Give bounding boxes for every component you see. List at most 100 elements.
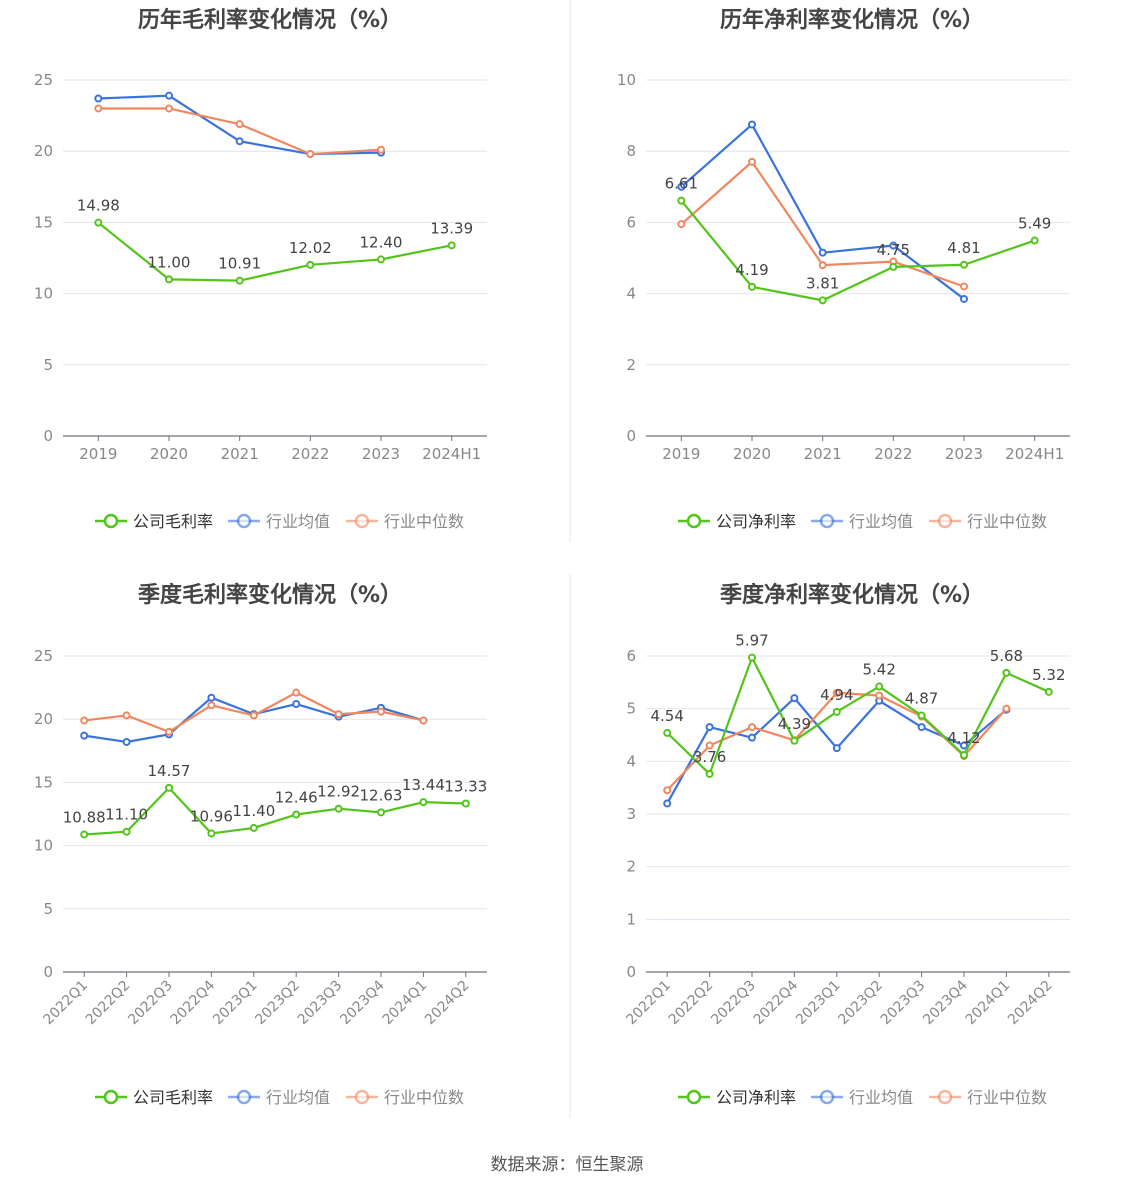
data-label: 12.63 — [360, 786, 403, 804]
legend-swatch-marker — [236, 1089, 252, 1105]
data-point-company — [677, 196, 686, 205]
legend-swatch-marker — [937, 1089, 953, 1105]
data-source: 数据来源：恒生聚源 — [490, 1155, 644, 1175]
data-label: 14.57 — [148, 762, 191, 780]
x-tick-label: 2024Q2 — [422, 978, 473, 1029]
legend-swatch-marker — [937, 513, 953, 529]
data-point-median — [705, 741, 714, 750]
y-tick-label: 0 — [626, 427, 636, 445]
y-tick-label: 6 — [626, 647, 636, 665]
data-point-company — [461, 799, 470, 808]
chart-panel-2: 历年净利率变化情况（%） 0 2 4 6 8 10 2019 2020 2021 2022 2023 2… — [617, 7, 1070, 531]
data-label: 4.39 — [778, 715, 811, 733]
x-tick-label: 2024Q1 — [380, 978, 431, 1029]
x-tick-label: 2022Q2 — [666, 978, 717, 1029]
legend-item: 行业中位数 — [346, 512, 464, 531]
data-point-company — [790, 736, 799, 745]
x-tick-label: 2022Q4 — [751, 977, 802, 1028]
data-point-company — [748, 282, 756, 291]
data-label: 4.19 — [735, 261, 768, 279]
data-label: 4.12 — [947, 729, 980, 747]
data-point-avg — [889, 241, 898, 250]
data-label: 10.96 — [190, 807, 233, 825]
x-tick-label: 2023Q4 — [337, 977, 388, 1028]
data-point-company — [165, 275, 173, 284]
legend-label: 公司净利率 — [716, 1088, 796, 1107]
data-point-median — [292, 688, 301, 697]
x-tick-label: 2023Q1 — [210, 978, 261, 1029]
data-label: 5.97 — [735, 632, 768, 650]
legend-swatch-marker — [354, 1089, 370, 1105]
y-tick-label: 4 — [626, 752, 636, 770]
data-point-company — [1002, 668, 1011, 677]
chart-panel-4: 季度净利率变化情况（%）01234562022Q12022Q22022Q3202… — [623, 582, 1070, 1107]
legend-label: 行业均值 — [266, 512, 330, 531]
data-point-company — [235, 276, 244, 285]
data-label: 12.02 — [289, 239, 332, 257]
legend-label: 行业均值 — [849, 512, 913, 531]
chart-title: 季度毛利率变化情况（%） — [138, 582, 402, 608]
y-tick-label: 15 — [34, 773, 53, 791]
data-point-median — [960, 282, 968, 291]
data-point-median — [748, 723, 756, 732]
data-point-avg — [165, 91, 173, 100]
data-point-avg — [122, 737, 131, 746]
data-label: 14.98 — [77, 197, 120, 215]
data-label: 11.40 — [232, 802, 275, 820]
legend-swatch-marker — [236, 513, 252, 529]
data-label: 5.42 — [862, 661, 895, 679]
y-tick-label: 4 — [626, 285, 636, 303]
legend-swatch-marker — [354, 513, 370, 529]
y-tick-label: 20 — [34, 710, 53, 728]
data-point-company — [960, 260, 968, 269]
x-tick-label: 2019 — [79, 445, 117, 463]
data-label: 10.88 — [63, 808, 106, 826]
x-tick-label: 2022Q1 — [40, 978, 91, 1029]
x-tick-label: 2022Q2 — [83, 978, 134, 1029]
series-line-company — [84, 786, 466, 836]
y-tick-label: 10 — [34, 285, 53, 303]
data-point-avg — [790, 694, 799, 703]
data-label: 4.54 — [650, 707, 683, 725]
legend: 公司毛利率 行业均值 行业中位数 — [95, 512, 464, 531]
data-point-median — [875, 691, 884, 700]
x-tick-label: 2023 — [362, 445, 400, 463]
x-tick-label: 2023 — [945, 445, 983, 463]
chart-panel-1: 历年毛利率变化情况（%） 0 5 10 15 20 25 2019 2020 2021 2022 20… — [34, 7, 487, 531]
data-point-company — [80, 830, 89, 839]
legend-label: 行业均值 — [849, 1088, 913, 1107]
y-tick-label: 2 — [626, 858, 636, 876]
data-point-company — [419, 798, 428, 807]
data-point-company — [663, 728, 672, 737]
x-tick-label: 2024Q2 — [1005, 978, 1056, 1029]
x-tick-label: 2023Q3 — [878, 978, 929, 1029]
x-tick-label: 2023Q3 — [295, 978, 346, 1029]
y-tick-label: 5 — [43, 900, 53, 918]
data-point-avg — [818, 248, 827, 257]
data-point-avg — [94, 94, 103, 103]
data-point-avg — [960, 741, 968, 750]
chart-title: 历年净利率变化情况（%） — [720, 7, 984, 33]
x-tick-label: 2024H1 — [1005, 445, 1064, 463]
data-point-median — [165, 104, 173, 113]
data-point-median — [419, 716, 428, 725]
x-tick-label: 2022 — [291, 445, 329, 463]
legend-item: 公司净利率 — [678, 1088, 796, 1107]
data-point-company — [165, 783, 173, 792]
y-tick-label: 10 — [617, 71, 636, 89]
data-point-company — [249, 823, 258, 832]
data-point-company — [207, 829, 216, 838]
series-line-avg — [680, 123, 965, 300]
legend-label: 行业中位数 — [384, 512, 464, 531]
y-tick-label: 5 — [43, 356, 53, 374]
data-point-company — [122, 827, 131, 836]
data-point-company — [818, 296, 827, 305]
legend-swatch-marker — [103, 513, 119, 529]
data-point-company — [306, 260, 315, 269]
data-label: 4.75 — [877, 241, 910, 259]
x-tick-label: 2023Q4 — [920, 977, 971, 1028]
data-point-company — [875, 682, 884, 691]
y-tick-label: 3 — [626, 805, 636, 823]
legend-item: 公司毛利率 — [95, 512, 213, 531]
data-label: 12.46 — [275, 789, 318, 807]
